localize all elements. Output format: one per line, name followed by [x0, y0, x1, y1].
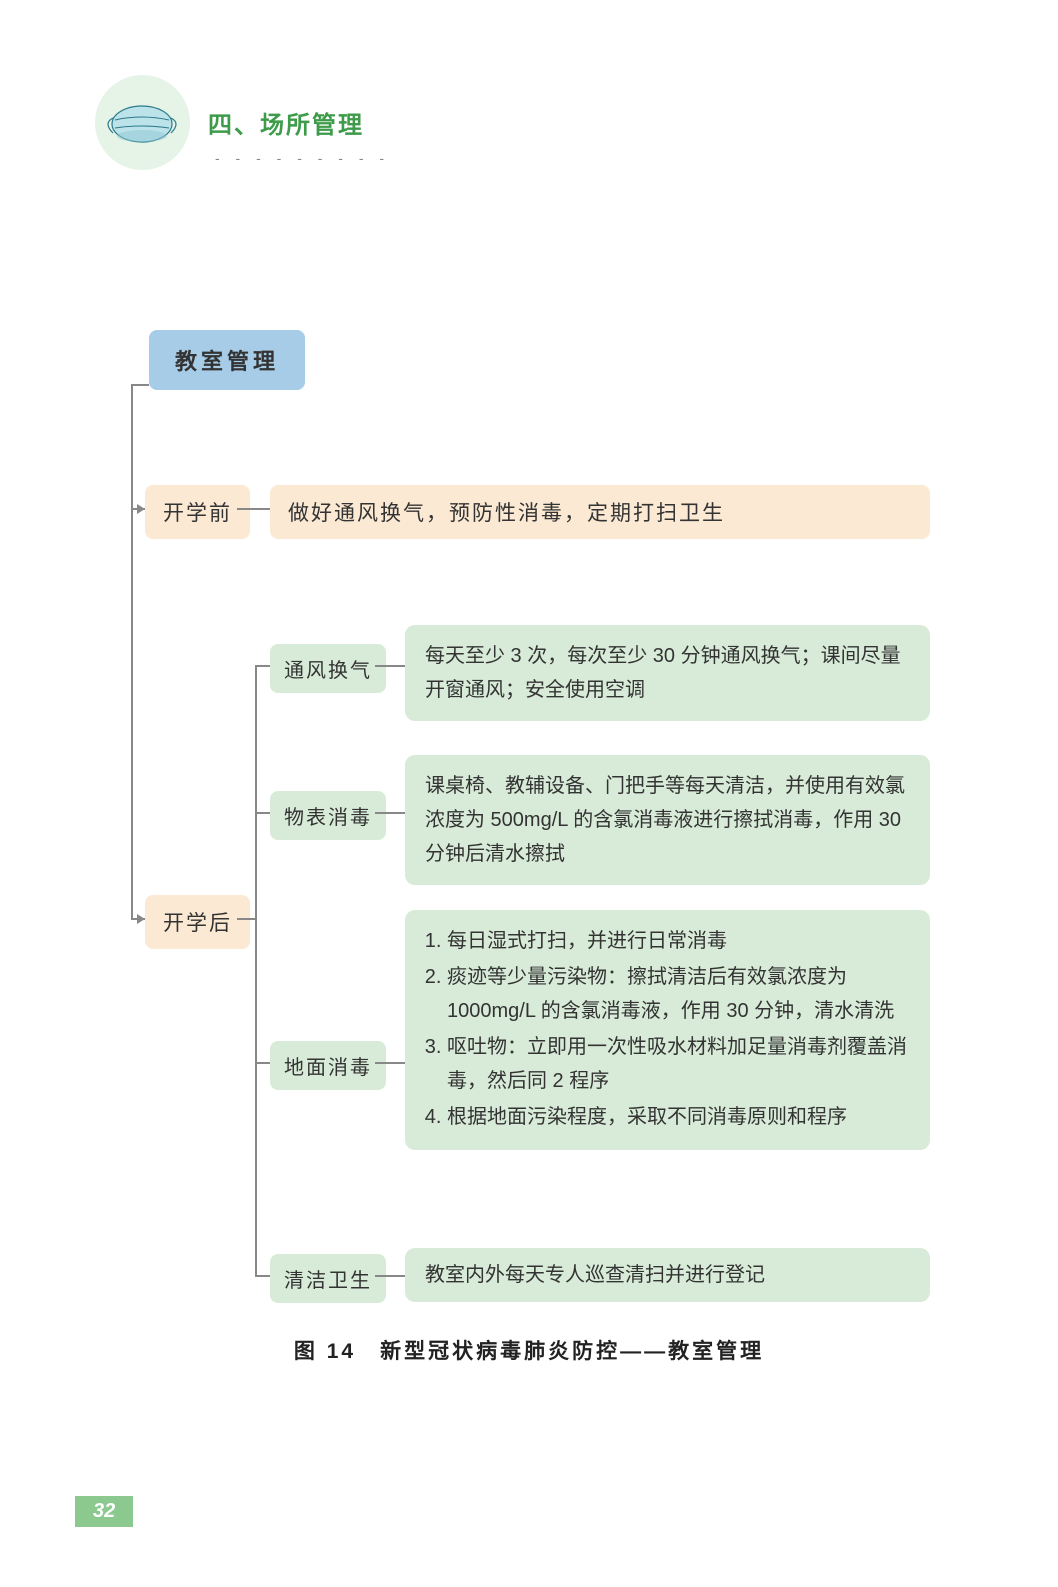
floor-detail: 每日湿式打扫，并进行日常消毒 痰迹等少量污染物：擦拭清洁后有效氯浓度为 1000…	[405, 910, 930, 1150]
floor-item-1: 每日湿式打扫，并进行日常消毒	[447, 924, 910, 958]
surface-detail: 课桌椅、教辅设备、门把手等每天清洁，并使用有效氯浓度为 500mg/L 的含氯消…	[405, 755, 930, 885]
phase1-node: 开学前	[145, 485, 250, 539]
vent-branch	[255, 665, 270, 667]
phase2-trunk	[255, 665, 257, 1275]
phase2-arrow	[137, 914, 145, 924]
dashed-line: - - - - - - - - -	[215, 150, 390, 166]
figure-caption: 图 14 新型冠状病毒肺炎防控——教室管理	[0, 1335, 1058, 1365]
floor-detail-line	[375, 1062, 405, 1064]
floor-label: 地面消毒	[270, 1041, 386, 1090]
cleaning-label: 清洁卫生	[270, 1254, 386, 1303]
section-title-wrap: 四、场所管理	[208, 105, 364, 140]
phase1-arrow	[137, 504, 145, 514]
trunk-line	[131, 384, 133, 920]
phase2-node: 开学后	[145, 895, 250, 949]
ventilation-label: 通风换气	[270, 644, 386, 693]
vent-detail-line	[375, 665, 405, 667]
phase2-to-trunk	[237, 918, 256, 920]
surface-label: 物表消毒	[270, 791, 386, 840]
ventilation-detail: 每天至少 3 次，每次至少 30 分钟通风换气；课间尽量开窗通风；安全使用空调	[405, 625, 930, 721]
floor-item-4: 根据地面污染程度，采取不同消毒原则和程序	[447, 1100, 910, 1134]
section-title: 四、场所管理	[208, 112, 364, 139]
phase1-detail: 做好通风换气，预防性消毒，定期打扫卫生	[270, 485, 930, 539]
floor-item-3: 呕吐物：立即用一次性吸水材料加足量消毒剂覆盖消毒，然后同 2 程序	[447, 1030, 910, 1098]
cleaning-detail: 教室内外每天专人巡查清扫并进行登记	[405, 1248, 930, 1302]
page-number: 32	[75, 1496, 133, 1527]
mask-icon	[95, 75, 190, 170]
clean-branch	[255, 1275, 270, 1277]
trunk-cap-top	[131, 384, 149, 386]
surf-detail-line	[375, 812, 405, 814]
root-node: 教室管理	[149, 330, 305, 390]
floor-item-2: 痰迹等少量污染物：擦拭清洁后有效氯浓度为 1000mg/L 的含氯消毒液，作用 …	[447, 960, 910, 1028]
floor-branch	[255, 1062, 270, 1064]
surf-branch	[255, 812, 270, 814]
phase1-detail-line	[237, 508, 270, 510]
clean-detail-line	[375, 1275, 405, 1277]
